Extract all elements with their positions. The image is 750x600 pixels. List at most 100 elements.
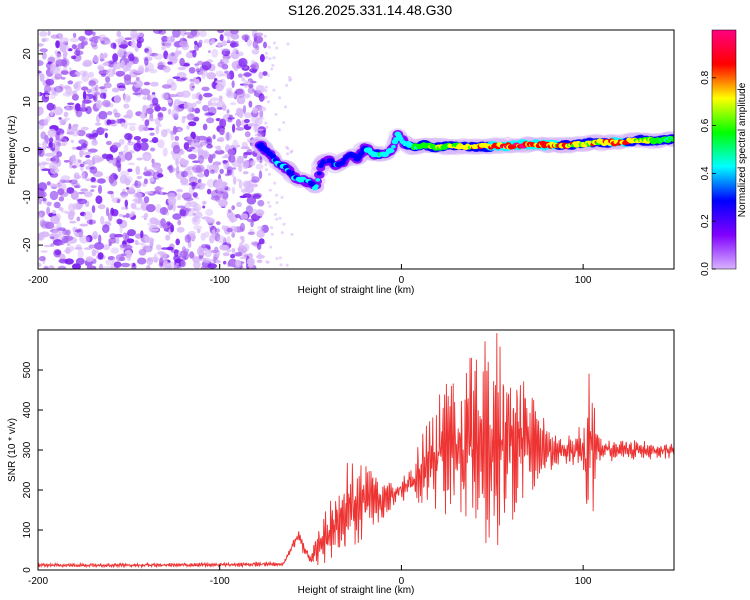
noise-blob — [180, 77, 188, 81]
noise-blob — [268, 188, 272, 192]
noise-blob — [174, 259, 182, 263]
noise-blob — [194, 40, 198, 46]
noise-blob — [185, 51, 195, 59]
noise-blob — [79, 163, 85, 168]
noise-blob — [266, 73, 270, 77]
noise-blob — [242, 160, 250, 170]
noise-blob — [251, 176, 260, 183]
noise-blob — [104, 40, 112, 45]
noise-blob — [201, 61, 212, 71]
noise-blob — [166, 246, 174, 251]
noise-blob — [124, 37, 132, 41]
noise-blob — [198, 39, 203, 45]
noise-blob — [115, 237, 120, 244]
noise-blob — [191, 85, 195, 89]
noise-blob — [104, 132, 108, 139]
noise-blob — [264, 121, 268, 125]
snr-x-tick-label: -100 — [210, 576, 230, 587]
noise-blob — [125, 206, 129, 210]
noise-blob — [44, 84, 51, 94]
noise-blob — [98, 263, 104, 269]
noise-blob — [246, 39, 252, 47]
noise-blob — [232, 48, 239, 55]
noise-blob — [175, 158, 180, 166]
noise-blob — [42, 197, 47, 202]
noise-blob — [222, 50, 226, 56]
noise-blob — [207, 50, 211, 54]
noise-blob — [140, 138, 149, 143]
noise-blob — [226, 36, 231, 43]
colorbar-bar — [711, 29, 737, 270]
noise-blob — [99, 86, 106, 90]
snr-x-label: Height of straight line (km) — [298, 585, 415, 596]
noise-blob — [150, 81, 159, 87]
noise-blob — [149, 177, 155, 182]
noise-blob — [226, 236, 231, 245]
noise-blob — [103, 265, 114, 269]
noise-blob — [238, 73, 243, 78]
noise-blob — [108, 160, 115, 164]
noise-blob — [45, 94, 49, 98]
noise-blob — [218, 199, 228, 207]
noise-blob — [206, 179, 215, 188]
noise-blob — [43, 37, 50, 42]
noise-blob — [188, 146, 196, 150]
noise-blob — [227, 209, 232, 213]
noise-blob — [82, 150, 86, 156]
noise-blob — [197, 178, 202, 184]
noise-blob — [91, 249, 97, 257]
noise-blob — [250, 172, 255, 178]
noise-blob — [191, 93, 197, 100]
noise-blob — [55, 213, 61, 222]
noise-blob — [114, 112, 121, 118]
noise-blob — [241, 238, 245, 243]
noise-blob — [149, 132, 155, 136]
noise-blob — [147, 118, 155, 122]
noise-blob — [183, 142, 190, 151]
ridge-point — [269, 153, 277, 159]
colorbar-tick-label: 0.8 — [700, 70, 711, 84]
noise-blob — [77, 159, 82, 163]
noise-blob — [120, 59, 125, 69]
ridge-point — [391, 144, 396, 149]
noise-blob — [111, 209, 119, 217]
noise-blob — [180, 177, 189, 185]
noise-blob — [152, 30, 163, 34]
noise-blob — [165, 211, 170, 216]
noise-blob — [222, 160, 229, 163]
noise-blob — [81, 143, 88, 149]
noise-blob — [173, 265, 178, 269]
noise-blob — [52, 209, 57, 215]
noise-blob — [61, 210, 69, 213]
noise-blob — [259, 54, 265, 63]
noise-blob — [240, 188, 248, 193]
noise-blob — [44, 265, 49, 269]
noise-blob — [70, 73, 78, 77]
noise-blob — [224, 70, 229, 75]
noise-blob — [222, 104, 227, 111]
noise-blob — [285, 263, 289, 267]
noise-blob — [235, 119, 241, 128]
noise-blob — [206, 72, 216, 80]
spectrogram-x-tick-label: -100 — [210, 275, 230, 286]
noise-blob — [137, 32, 144, 38]
noise-blob — [82, 90, 87, 100]
noise-blob — [226, 227, 233, 233]
noise-blob — [183, 197, 194, 202]
noise-blob — [210, 38, 216, 45]
noise-blob — [265, 51, 269, 55]
noise-blob — [161, 35, 169, 42]
noise-blob — [129, 263, 133, 266]
colorbar: 0.0 0.2 0.4 0.6 0.8 Normalized spectral ampl… — [700, 29, 748, 276]
noise-blob — [187, 239, 192, 248]
noise-blob — [226, 109, 230, 114]
noise-blob — [113, 94, 122, 104]
noise-blob — [58, 196, 65, 202]
noise-blob — [194, 142, 200, 148]
noise-blob — [38, 125, 45, 130]
noise-blob — [206, 188, 212, 195]
noise-blob — [157, 173, 164, 178]
noise-blob — [58, 241, 65, 246]
noise-blob — [221, 40, 228, 47]
noise-blob — [226, 87, 233, 94]
